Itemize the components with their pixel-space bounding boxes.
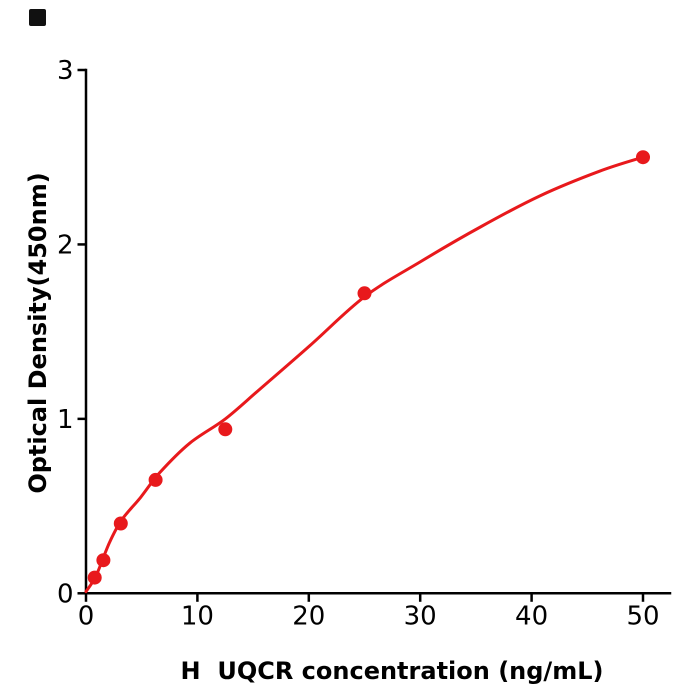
corner-marker [29,9,46,26]
x-tick-label: 0 [78,601,95,631]
data-point [113,516,128,531]
y-axis-ticks: 0 1 2 3 [57,56,86,609]
y-tick-label: 3 [57,56,74,86]
data-points [87,150,650,585]
x-axis-ticks: 0 10 20 30 40 50 [78,593,660,631]
y-tick-label: 1 [57,405,74,435]
y-tick-label: 0 [57,579,74,609]
data-point [218,422,233,437]
x-tick-label: 10 [181,601,214,631]
x-tick-label: 20 [292,601,325,631]
data-point [87,570,102,585]
data-point [636,150,650,165]
data-point [96,553,111,568]
y-axis-title: Optical Density(450nm) [24,172,52,493]
x-tick-label: 40 [515,601,548,631]
data-point [357,286,372,301]
x-tick-label: 50 [626,601,659,631]
x-axis-title: H UQCR concentration (ng/mL) [181,657,604,685]
x-tick-label: 30 [404,601,437,631]
axis-spine-path [84,68,672,595]
y-tick-label: 2 [57,230,74,260]
data-point [148,472,163,487]
axes-spines [84,68,672,595]
fitted-curve [84,155,645,594]
